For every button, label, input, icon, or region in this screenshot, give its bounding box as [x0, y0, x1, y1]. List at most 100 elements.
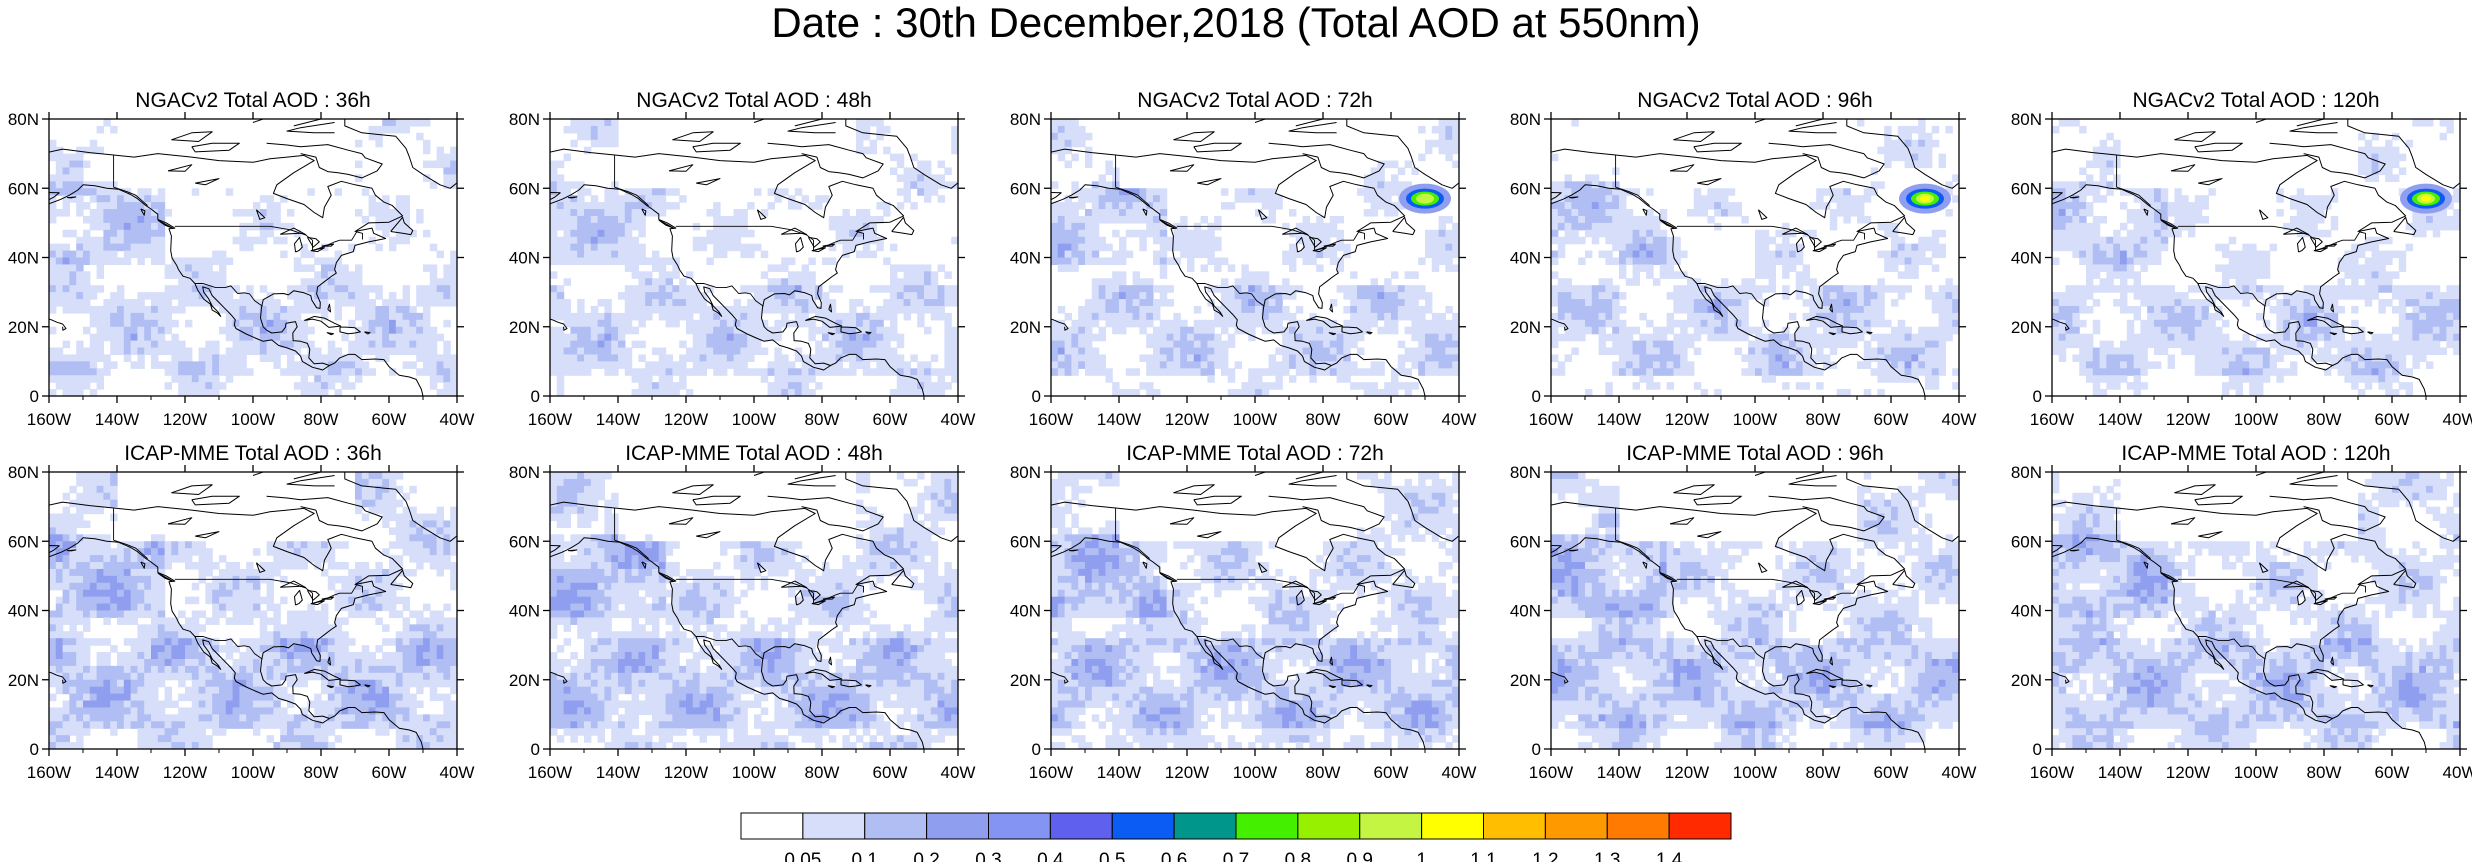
lon-tick-label: 160W	[1529, 410, 1573, 429]
map-panel: 160W 140W 120W 100W 80W 60W 40W 0 20N 40N 60N 80N NG…	[2011, 89, 2472, 429]
lat-tick-label: 20N	[8, 318, 39, 337]
national-borders	[614, 508, 864, 660]
aod-field	[2052, 472, 2460, 749]
lat-tick-label: 20N	[1010, 671, 1041, 690]
panel-title: ICAP-MME Total AOD : 72h	[1126, 442, 1384, 465]
lat-tick-label: 40N	[2011, 249, 2042, 268]
lon-tick-label: 40W	[1442, 763, 1477, 782]
aod-field	[1551, 472, 1959, 749]
coastlines	[49, 119, 457, 396]
lon-tick-label: 100W	[231, 763, 275, 782]
lon-tick-label: 120W	[1165, 763, 1209, 782]
colorbar-swatch	[1297, 812, 1361, 840]
lon-tick-label: 60W	[1874, 763, 1909, 782]
lon-tick-label: 140W	[2098, 763, 2142, 782]
colorbar-swatch	[1668, 812, 1732, 840]
lon-tick-label: 60W	[873, 410, 908, 429]
lon-tick-label: 60W	[2375, 410, 2410, 429]
lon-tick-label: 40W	[941, 410, 976, 429]
lon-tick-label: 160W	[528, 763, 572, 782]
lat-tick-label: 60N	[8, 532, 39, 551]
map-panel: 160W 140W 120W 100W 80W 60W 40W 0 20N 40N 60N 80N NG…	[1510, 89, 1977, 429]
panel-title: ICAP-MME Total AOD : 96h	[1626, 442, 1884, 465]
lat-tick-label: 80N	[1510, 463, 1541, 482]
lat-tick-label: 60N	[1010, 179, 1041, 198]
aod-field	[1551, 119, 1959, 396]
colorbar-swatch	[740, 812, 804, 840]
lon-tick-label: 80W	[805, 763, 840, 782]
colorbar-label: 1	[1416, 850, 1427, 862]
map-panel: 160W 140W 120W 100W 80W 60W 40W 0 20N 40N 60N 80N IC…	[8, 442, 475, 782]
coastlines	[550, 119, 958, 396]
lon-tick-label: 100W	[2234, 410, 2278, 429]
aod-field	[49, 119, 457, 396]
panel-title: ICAP-MME Total AOD : 120h	[2121, 442, 2390, 465]
lat-tick-label: 80N	[2011, 463, 2042, 482]
lon-tick-label: 40W	[1942, 763, 1977, 782]
colorbar-swatch	[926, 812, 989, 840]
colorbar-label: 0.2	[913, 850, 939, 862]
lon-tick-label: 80W	[304, 763, 339, 782]
lat-tick-label: 0	[2033, 740, 2042, 759]
national-borders	[113, 508, 363, 660]
lat-tick-label: 0	[531, 387, 540, 406]
colorbar-swatch	[1049, 812, 1113, 840]
map-panel: 160W 140W 120W 100W 80W 60W 40W 0 20N 40N 60N 80N NG…	[1010, 89, 1477, 429]
lat-tick-label: 20N	[1010, 318, 1041, 337]
lat-tick-label: 40N	[1510, 602, 1541, 621]
panel-title: ICAP-MME Total AOD : 36h	[124, 442, 382, 465]
colorbar: 0.05 0.1 0.2 0.3 0.4 0.5 0.6 0.7 0.8 0.9 1 1.1 1.2 1.…	[740, 812, 1732, 862]
national-borders	[1115, 155, 1365, 307]
lon-tick-label: 40W	[440, 763, 475, 782]
lon-tick-label: 160W	[27, 763, 71, 782]
aod-field	[1051, 119, 1459, 396]
colorbar-label: 0.5	[1099, 850, 1125, 862]
colorbar-swatch	[864, 812, 928, 840]
lat-tick-label: 40N	[1010, 249, 1041, 268]
lat-tick-label: 60N	[1510, 179, 1541, 198]
lat-tick-label: 40N	[8, 249, 39, 268]
colorbar-label: 1.2	[1532, 850, 1558, 862]
national-borders	[1615, 508, 1865, 660]
lon-tick-label: 120W	[1665, 763, 1709, 782]
coastlines	[1551, 472, 1959, 749]
panel-grid: 160W 140W 120W 100W 80W 60W 40W 0 20N 40N 60N 80N NG…	[8, 89, 2472, 782]
lat-tick-label: 60N	[1510, 532, 1541, 551]
lon-tick-label: 140W	[2098, 410, 2142, 429]
coastlines	[2052, 119, 2460, 396]
lon-tick-label: 40W	[2443, 410, 2472, 429]
lon-tick-label: 120W	[664, 763, 708, 782]
lon-tick-label: 160W	[1029, 763, 1073, 782]
lon-tick-label: 140W	[1597, 763, 1641, 782]
lat-tick-label: 20N	[509, 671, 540, 690]
colorbar-label: 1.4	[1656, 850, 1683, 862]
colorbar-swatch	[1544, 812, 1608, 840]
lat-tick-label: 0	[1532, 387, 1541, 406]
lon-tick-label: 160W	[27, 410, 71, 429]
lat-tick-label: 60N	[509, 179, 540, 198]
colorbar-label: 0.05	[784, 850, 821, 862]
colorbar-swatch	[1235, 812, 1299, 840]
lon-tick-label: 100W	[1233, 763, 1277, 782]
colorbar-label: 0.9	[1347, 850, 1373, 862]
lon-tick-label: 60W	[372, 410, 407, 429]
lon-tick-label: 120W	[1665, 410, 1709, 429]
map-panel: 160W 140W 120W 100W 80W 60W 40W 0 20N 40N 60N 80N NG…	[8, 89, 475, 429]
lon-tick-label: 100W	[1233, 410, 1277, 429]
lon-tick-label: 80W	[1806, 410, 1841, 429]
lon-tick-label: 160W	[1529, 763, 1573, 782]
lon-tick-label: 100W	[1733, 763, 1777, 782]
lat-tick-label: 60N	[8, 179, 39, 198]
lon-tick-label: 120W	[163, 410, 207, 429]
lon-tick-label: 120W	[2166, 763, 2210, 782]
national-borders	[2116, 508, 2366, 660]
lat-tick-label: 80N	[8, 110, 39, 129]
aod-field	[550, 119, 958, 396]
lon-tick-label: 100W	[1733, 410, 1777, 429]
lon-tick-label: 40W	[2443, 763, 2472, 782]
lon-tick-label: 80W	[1306, 410, 1341, 429]
lon-tick-label: 80W	[1806, 763, 1841, 782]
map-panel: 160W 140W 120W 100W 80W 60W 40W 0 20N 40N 60N 80N IC…	[509, 442, 976, 782]
lon-tick-label: 160W	[2030, 410, 2074, 429]
lon-tick-label: 100W	[732, 410, 776, 429]
